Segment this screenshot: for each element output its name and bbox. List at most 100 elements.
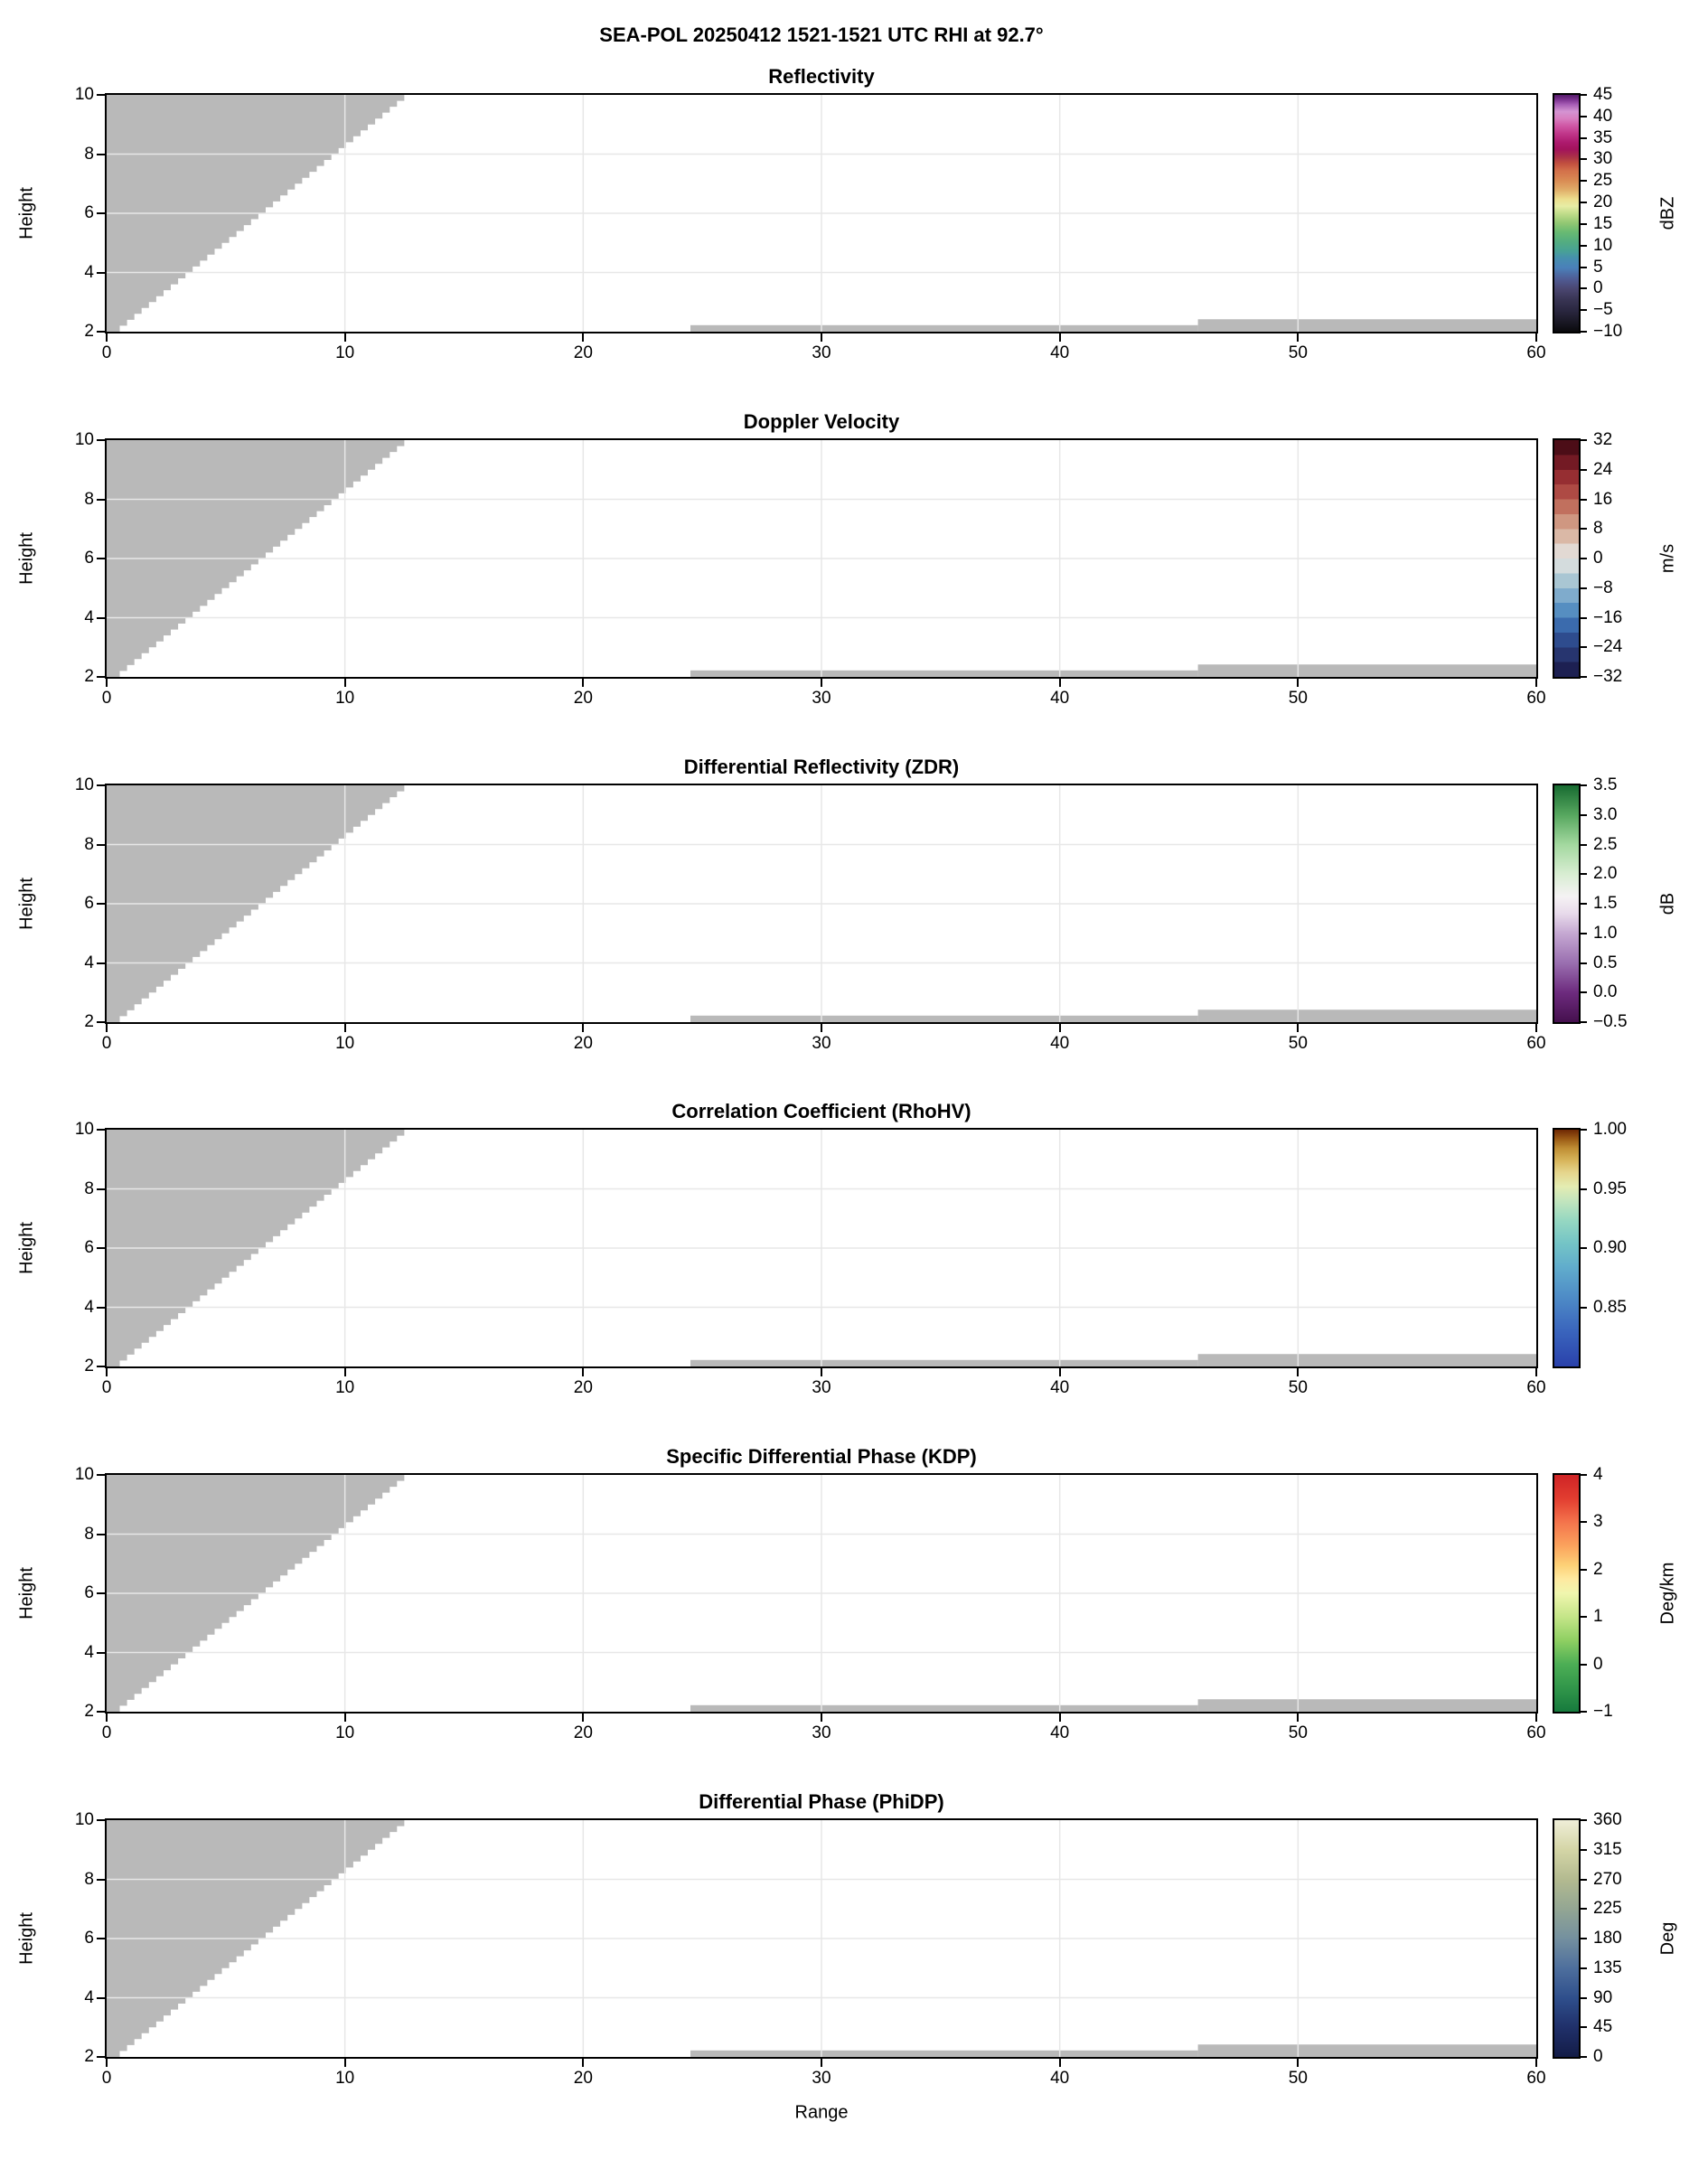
x-tick-mark: [106, 679, 108, 687]
no-data-strip: [1197, 1699, 1536, 1712]
colorbar-tick-mark: [1579, 616, 1587, 619]
y-tick-mark: [97, 212, 105, 214]
x-tick-label: 10: [335, 1378, 355, 1397]
colorbar-tick-label: 135: [1593, 1958, 1622, 1977]
y-tick-mark: [97, 1247, 105, 1249]
colorbar-tick-mark: [1579, 2026, 1587, 2029]
x-tick-label: 60: [1526, 343, 1546, 362]
y-tick-mark: [97, 271, 105, 274]
y-tick-label: 10: [74, 430, 94, 449]
colorbar-tick-label: 32: [1593, 430, 1613, 449]
x-tick-mark: [1297, 1024, 1300, 1032]
no-data-strip: [690, 1015, 1198, 1022]
colorbar-tick-label: 3: [1593, 1512, 1603, 1532]
colorbar-tick-label: 0.85: [1593, 1297, 1627, 1317]
colorbar-tick-mark: [1579, 244, 1587, 247]
plot-area-reflectivity: [107, 95, 1536, 332]
colorbar-tick-mark: [1579, 1568, 1587, 1571]
x-tick-mark: [343, 1024, 346, 1032]
y-tick-label: 8: [84, 489, 94, 509]
colorbar-tick-label: 45: [1593, 85, 1613, 104]
colorbar-tick-label: 2.0: [1593, 864, 1618, 884]
y-tick-mark: [97, 1129, 105, 1131]
colorbar-tick-mark: [1579, 1663, 1587, 1666]
no-data-strip: [1197, 319, 1536, 332]
x-tick-label: 10: [335, 1034, 355, 1053]
colorbar-tick-label: 15: [1593, 213, 1613, 233]
colorbar-tick-label: 4: [1593, 1465, 1603, 1484]
panel-title-phidp: Differential Phase (PhiDP): [699, 1790, 944, 1813]
colorbar-tick-mark: [1579, 1521, 1587, 1524]
colorbar-tick-mark: [1579, 1188, 1587, 1190]
x-tick-mark: [1297, 1368, 1300, 1376]
colorbar-tick-label: 315: [1593, 1839, 1622, 1859]
colorbar-unit-label: m/s: [1657, 543, 1678, 574]
plot-area-phidp: [107, 1820, 1536, 2057]
x-tick-label: 40: [1050, 1723, 1070, 1742]
colorbar-tick-mark: [1579, 932, 1587, 934]
y-tick-mark: [97, 1819, 105, 1821]
colorbar-tick-label: 16: [1593, 489, 1613, 509]
no-data-strip: [1197, 2044, 1536, 2057]
x-tick-label: 30: [812, 343, 831, 362]
y-tick-label: 4: [84, 1987, 94, 2007]
colorbar-doppler-velocity: [1553, 438, 1581, 679]
no-data-strip: [690, 1704, 1198, 1712]
colorbar-tick-mark: [1579, 1908, 1587, 1911]
x-tick-label: 60: [1526, 689, 1546, 708]
colorbar-tick-mark: [1579, 1878, 1587, 1881]
y-tick-label: 2: [84, 667, 94, 686]
colorbar-tick-label: 10: [1593, 235, 1613, 255]
y-tick-mark: [97, 1533, 105, 1535]
x-tick-label: 0: [101, 689, 112, 708]
plot-frame-reflectivity: [105, 93, 1538, 333]
x-tick-label: 30: [812, 1034, 831, 1053]
x-tick-label: 20: [573, 343, 593, 362]
y-tick-label: 2: [84, 2047, 94, 2066]
y-tick-label: 4: [84, 1642, 94, 1662]
colorbar-tick-label: −1: [1593, 1702, 1613, 1721]
colorbar-tick-mark: [1579, 1306, 1587, 1309]
x-tick-mark: [343, 2059, 346, 2067]
y-tick-mark: [97, 153, 105, 155]
y-tick-mark: [97, 1878, 105, 1881]
x-tick-label: 0: [101, 1723, 112, 1742]
colorbar-tick-label: 3.5: [1593, 775, 1618, 794]
y-tick-mark: [97, 1188, 105, 1190]
x-tick-mark: [106, 1024, 108, 1032]
colorbar-tick-label: −16: [1593, 607, 1623, 627]
y-tick-mark: [97, 1474, 105, 1476]
colorbar-tick-label: 1.5: [1593, 894, 1618, 913]
x-tick-label: 50: [1288, 1723, 1308, 1742]
x-tick-label: 50: [1288, 2069, 1308, 2088]
x-tick-label: 20: [573, 1378, 593, 1397]
colorbar-tick-mark: [1579, 558, 1587, 559]
y-tick-label: 6: [84, 1583, 94, 1602]
y-tick-mark: [97, 2056, 105, 2058]
colorbar-zdr: [1553, 784, 1581, 1024]
x-tick-label: 40: [1050, 1034, 1070, 1053]
colorbar-tick-label: 24: [1593, 459, 1613, 479]
x-tick-mark: [1535, 1368, 1537, 1376]
colorbar-tick-mark: [1579, 1711, 1587, 1713]
panel-title-zdr: Differential Reflectivity (ZDR): [683, 756, 960, 778]
colorbar-tick-label: −8: [1593, 577, 1613, 597]
colorbar-tick-mark: [1579, 331, 1587, 333]
x-tick-label: 0: [101, 1034, 112, 1053]
y-tick-label: 2: [84, 322, 94, 341]
colorbar-tick-label: 5: [1593, 257, 1603, 277]
colorbar-tick-label: 1: [1593, 1607, 1603, 1627]
colorbar-tick-mark: [1579, 115, 1587, 117]
y-tick-label: 6: [84, 894, 94, 913]
y-tick-label: 10: [74, 1465, 94, 1484]
plot-area-kdp: [107, 1475, 1536, 1712]
x-tick-label: 50: [1288, 343, 1308, 362]
y-tick-mark: [97, 1938, 105, 1939]
x-tick-mark: [1297, 333, 1300, 342]
figure-suptitle: SEA-POL 20250412 1521-1521 UTC RHI at 92…: [599, 23, 1044, 46]
x-tick-label: 50: [1288, 1034, 1308, 1053]
y-tick-mark: [97, 1996, 105, 1999]
colorbar-tick-mark: [1579, 676, 1587, 678]
colorbar-tick-mark: [1579, 813, 1587, 816]
